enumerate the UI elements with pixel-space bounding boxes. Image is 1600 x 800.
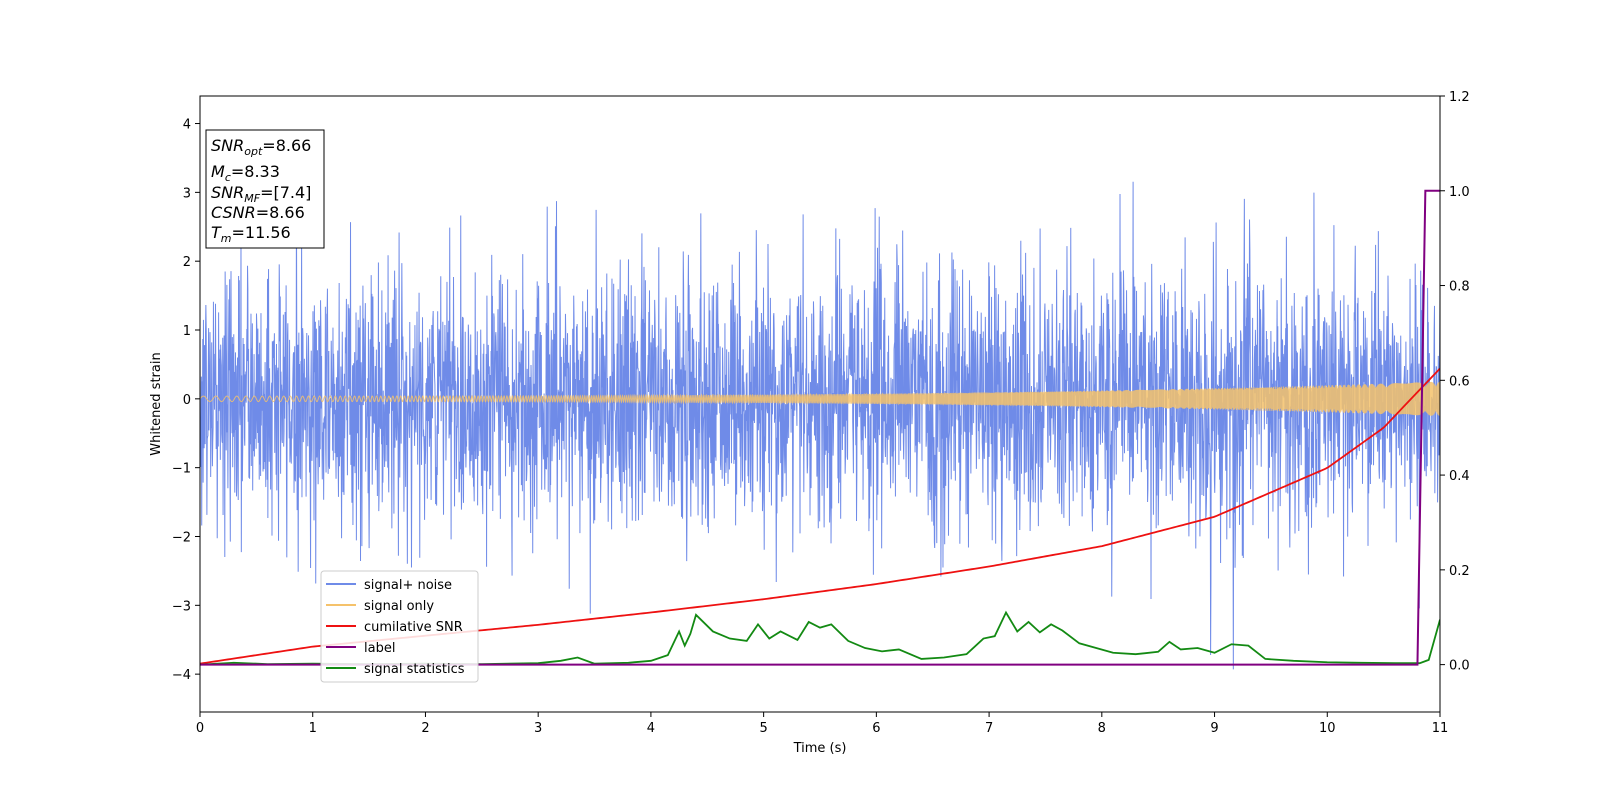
- x-tick-label: 4: [647, 721, 655, 736]
- x-tick-label: 6: [872, 721, 880, 736]
- info-tm: Tm=11.56: [211, 223, 291, 245]
- y-right-tick-label: 0.8: [1449, 280, 1470, 295]
- legend-entry-signal-only: signal only: [326, 599, 434, 614]
- legend-label-signal-plus-noise: signal+ noise: [364, 578, 452, 593]
- legend-label-signal-only: signal only: [364, 599, 434, 614]
- x-tick-label: 2: [421, 721, 429, 736]
- legend-entry-signal-statistics: signal statistics: [326, 662, 465, 677]
- y-left-tick-label: −2: [172, 530, 191, 545]
- y-left-tick-label: −4: [172, 668, 191, 683]
- y-right-tick-label: 0.2: [1449, 564, 1470, 579]
- x-tick-label: 0: [196, 721, 204, 736]
- info-csnr: CSNR=8.66: [211, 203, 305, 222]
- series-label-line: [200, 189, 1440, 666]
- series-signal-only-line: [200, 381, 1440, 417]
- info-snr-opt: SNRopt=8.66: [211, 136, 311, 158]
- y-left-tick-label: 3: [183, 186, 191, 201]
- legend-label-cumilative-snr: cumilative SNR: [364, 620, 463, 635]
- legend-label-signal-statistics: signal statistics: [364, 662, 465, 677]
- y-left-tick-label: −3: [172, 599, 191, 614]
- x-tick-label: 9: [1210, 721, 1218, 736]
- y-axis-label: Whitened strain: [149, 352, 164, 455]
- info-mc: Mc=8.33: [211, 162, 280, 184]
- x-axis-label: Time (s): [793, 741, 847, 756]
- y-left-tick-label: −1: [172, 462, 191, 477]
- y-right-tick-label: 1.0: [1449, 185, 1470, 200]
- y-right-tick-label: 1.2: [1449, 90, 1470, 105]
- legend-entry-cumilative-snr: cumilative SNR: [326, 620, 463, 635]
- info-snr-mf: SNRMF=[7.4]: [211, 183, 311, 205]
- x-tick-label: 1: [309, 721, 317, 736]
- ticks-layer: 0 1 2 3 4 5 6 7 8 9 10 11 −4 −3 −2 −1 0 1 2 3 4 0.0 0.2 0.4 0.6 0…: [172, 90, 1470, 736]
- x-tick-label: 8: [1098, 721, 1106, 736]
- legend-label-label: label: [364, 641, 395, 656]
- series-signal-plus-noise-line: [200, 181, 1440, 670]
- y-left-tick-label: 4: [183, 118, 191, 133]
- x-tick-label: 10: [1319, 721, 1336, 736]
- x-tick-label: 3: [534, 721, 542, 736]
- y-right-tick-label: 0.4: [1449, 469, 1470, 484]
- legend-frame: [320, 570, 479, 683]
- series-signal-statistics-line: [200, 610, 1440, 666]
- info-box-frame: [205, 129, 325, 249]
- info-box: SNRopt=8.66 Mc=8.33 SNRMF=[7.4] CSNR=8.6…: [205, 129, 325, 249]
- legend-entry-label: label: [326, 641, 395, 656]
- plot-frame: [199, 95, 1441, 713]
- x-tick-label: 5: [759, 721, 767, 736]
- y-right-tick-label: 0.6: [1449, 374, 1470, 389]
- x-tick-label: 11: [1432, 721, 1449, 736]
- x-tick-label: 7: [985, 721, 993, 736]
- y-left-tick-label: 1: [183, 324, 191, 339]
- y-left-tick-label: 2: [183, 255, 191, 270]
- legend-entry-signal-plus-noise: signal+ noise: [326, 578, 452, 593]
- y-right-tick-label: 0.0: [1449, 659, 1470, 674]
- legend: signal+ noise signal only cumilative SNR…: [320, 570, 479, 683]
- y-left-tick-label: 0: [183, 393, 191, 408]
